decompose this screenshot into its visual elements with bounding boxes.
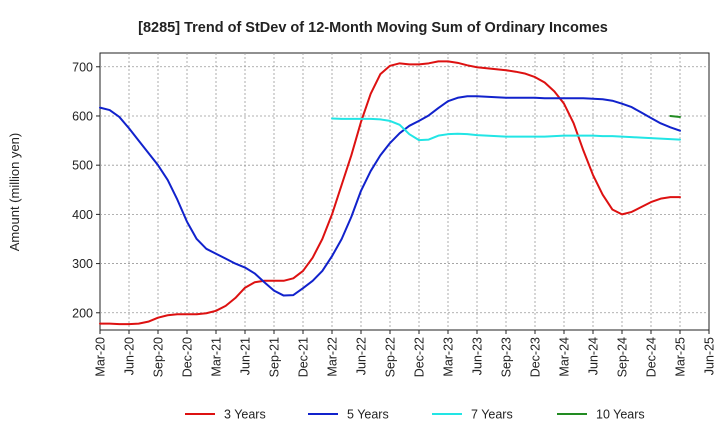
x-tick-label: Dec-20 bbox=[181, 337, 195, 377]
y-tick-label: 400 bbox=[72, 208, 93, 222]
y-tick-label: 300 bbox=[72, 257, 93, 271]
grid-layer bbox=[100, 53, 709, 330]
x-tick-label: Sep-23 bbox=[500, 337, 514, 377]
x-tick-label: Dec-22 bbox=[413, 337, 427, 377]
series-line-5-years bbox=[99, 95, 681, 297]
series-line-7-years bbox=[331, 117, 681, 142]
y-tick-label: 700 bbox=[72, 60, 93, 74]
x-tick-label: Mar-22 bbox=[326, 337, 340, 377]
x-tick-label: Jun-21 bbox=[239, 337, 253, 375]
x-tick-label: Jun-25 bbox=[703, 337, 717, 375]
series-line-3-years bbox=[99, 60, 681, 326]
x-tick-label: Dec-21 bbox=[297, 337, 311, 377]
x-tick-label: Sep-24 bbox=[616, 337, 630, 377]
axis-layer: 200 300 400 500 600 700 Mar-20 Jun-20 Sep-20 Dec-… bbox=[72, 60, 716, 377]
y-tick-label: 600 bbox=[72, 109, 93, 123]
y-tick-label: 500 bbox=[72, 159, 93, 173]
chart-title: [8285] Trend of StDev of 12-Month Moving… bbox=[138, 20, 608, 36]
x-tick-label: Mar-25 bbox=[674, 337, 688, 377]
legend-label: 7 Years bbox=[471, 408, 513, 422]
x-tick-label: Jun-20 bbox=[123, 337, 137, 375]
y-axis-label: Amount (million yen) bbox=[7, 133, 22, 252]
x-tick-label: Mar-21 bbox=[210, 337, 224, 377]
x-tick-label: Mar-23 bbox=[442, 337, 456, 377]
plot-area bbox=[99, 52, 710, 331]
x-tick-label: Mar-20 bbox=[94, 337, 108, 377]
legend-label: 5 Years bbox=[347, 408, 389, 422]
x-tick-label: Mar-24 bbox=[558, 337, 572, 377]
x-tick-label: Dec-24 bbox=[645, 337, 659, 377]
x-tick-label: Sep-21 bbox=[268, 337, 282, 377]
x-tick-label: Jun-24 bbox=[587, 337, 601, 375]
legend: 3 Years 5 Years 7 Years 10 Years bbox=[185, 408, 645, 422]
x-tick-label: Jun-22 bbox=[355, 337, 369, 375]
x-tick-label: Dec-23 bbox=[529, 337, 543, 377]
legend-label: 10 Years bbox=[596, 408, 645, 422]
series-line-10-years bbox=[669, 114, 681, 118]
legend-label: 3 Years bbox=[224, 408, 266, 422]
x-tick-label: Sep-20 bbox=[152, 337, 166, 377]
series-layer bbox=[99, 60, 681, 326]
y-tick-label: 200 bbox=[72, 306, 93, 320]
x-tick-label: Jun-23 bbox=[471, 337, 485, 375]
x-tick-label: Sep-22 bbox=[384, 337, 398, 377]
